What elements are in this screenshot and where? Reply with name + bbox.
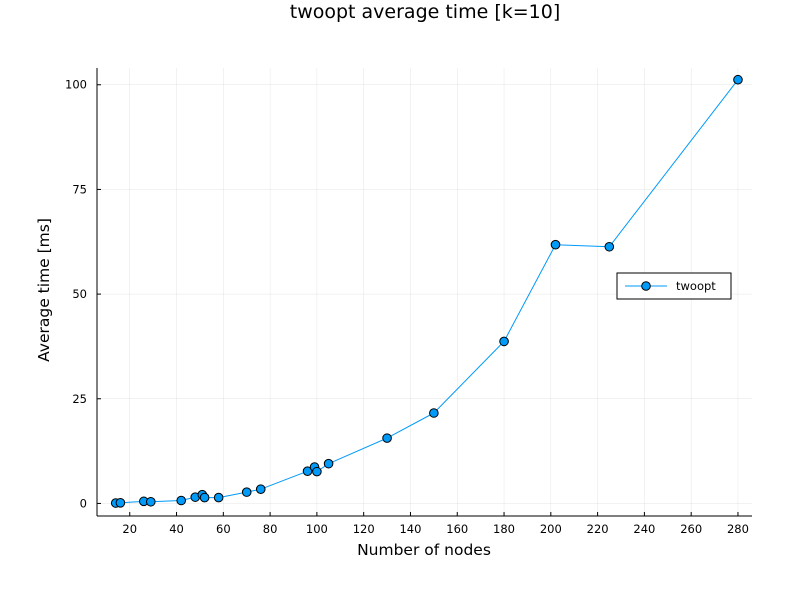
x-axis-title: Number of nodes xyxy=(357,541,491,559)
data-point xyxy=(255,484,266,495)
data-point xyxy=(382,433,392,443)
x-tick-label: 180 xyxy=(493,522,515,536)
x-tick-label: 160 xyxy=(446,522,468,536)
x-tick-label: 40 xyxy=(169,522,184,536)
x-tick-label: 200 xyxy=(540,522,562,536)
y-axis-title: Average time [ms] xyxy=(35,218,53,362)
x-tick-label: 280 xyxy=(727,522,749,536)
data-point xyxy=(146,496,156,507)
y-tick-label: 25 xyxy=(72,392,87,406)
y-tick-label: 0 xyxy=(80,496,87,510)
data-point xyxy=(429,408,439,418)
x-tick-label: 100 xyxy=(306,522,328,536)
x-tick-label: 120 xyxy=(353,522,375,536)
data-point xyxy=(323,458,334,469)
y-tick-label: 75 xyxy=(72,182,87,196)
data-point xyxy=(115,498,126,508)
data-point xyxy=(312,466,322,477)
data-point xyxy=(550,239,561,250)
x-tick-label: 80 xyxy=(263,522,278,536)
tick-labels: 20 40 60 80 100 120 140 160 180 200 220 240 260 280 0 2… xyxy=(65,78,749,536)
data-point xyxy=(213,492,224,503)
x-tick-label: 220 xyxy=(587,522,609,536)
x-tick-label: 20 xyxy=(122,522,137,536)
x-tick-label: 260 xyxy=(680,522,702,536)
marker-layer xyxy=(110,74,743,508)
axes xyxy=(96,68,752,517)
y-tick-label: 100 xyxy=(65,78,87,92)
y-tick-label: 50 xyxy=(72,287,87,301)
data-point xyxy=(176,495,187,506)
legend-marker-sample xyxy=(641,281,651,291)
data-point xyxy=(241,487,252,497)
x-tick-label: 60 xyxy=(216,522,231,536)
data-point xyxy=(199,492,210,503)
x-tick-label: 240 xyxy=(633,522,655,536)
data-point xyxy=(499,336,509,347)
data-point xyxy=(302,466,313,477)
data-point xyxy=(604,241,615,252)
data-point xyxy=(733,74,743,85)
x-tick-label: 140 xyxy=(399,522,421,536)
legend: twoopt xyxy=(616,272,732,300)
legend-label: twoopt xyxy=(676,279,716,293)
chart-title: twoopt average time [k=10] xyxy=(290,1,561,23)
